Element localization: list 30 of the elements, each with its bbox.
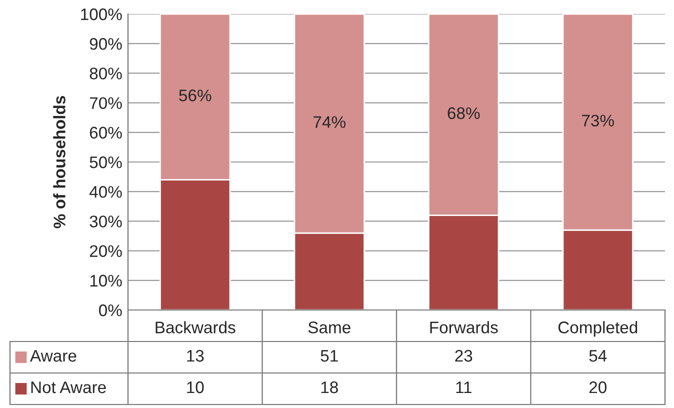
y-tick-label: 50% [90,156,122,168]
data-label: 68% [448,107,480,120]
y-tick-label: 60% [90,126,122,139]
text: 23 [455,350,472,362]
y-tick-label: 70% [90,97,122,110]
y-axis-title: % of households [53,96,66,228]
text: 18 [321,381,338,394]
y-tick-label: 40% [89,186,122,198]
text: 20 [589,381,606,394]
y-tick-label: 90% [90,38,122,50]
y-tick-label: 20% [90,245,122,258]
data-label: 73% [582,114,614,127]
text: 51 [320,350,338,362]
text: 11 [456,382,472,394]
x-tick-label: Backwards [156,321,236,334]
data-label: 56% [179,90,212,102]
y-tick-label: 30% [90,216,122,228]
text: 13 [187,350,204,362]
legend-label: Not Aware [31,382,106,394]
text: 54 [589,350,607,362]
x-tick-label: Forwards [430,321,498,334]
y-tick-label: 0% [99,304,122,316]
legend-label: Aware [30,350,76,362]
x-tick-label: Completed [558,321,638,337]
x-tick-label: Same [308,322,350,334]
data-label: 74% [314,116,346,128]
text: 10 [187,381,204,394]
y-tick-label: 80% [90,68,122,80]
y-tick-label: 10% [90,274,122,287]
y-tick-label: 100% [81,8,122,20]
